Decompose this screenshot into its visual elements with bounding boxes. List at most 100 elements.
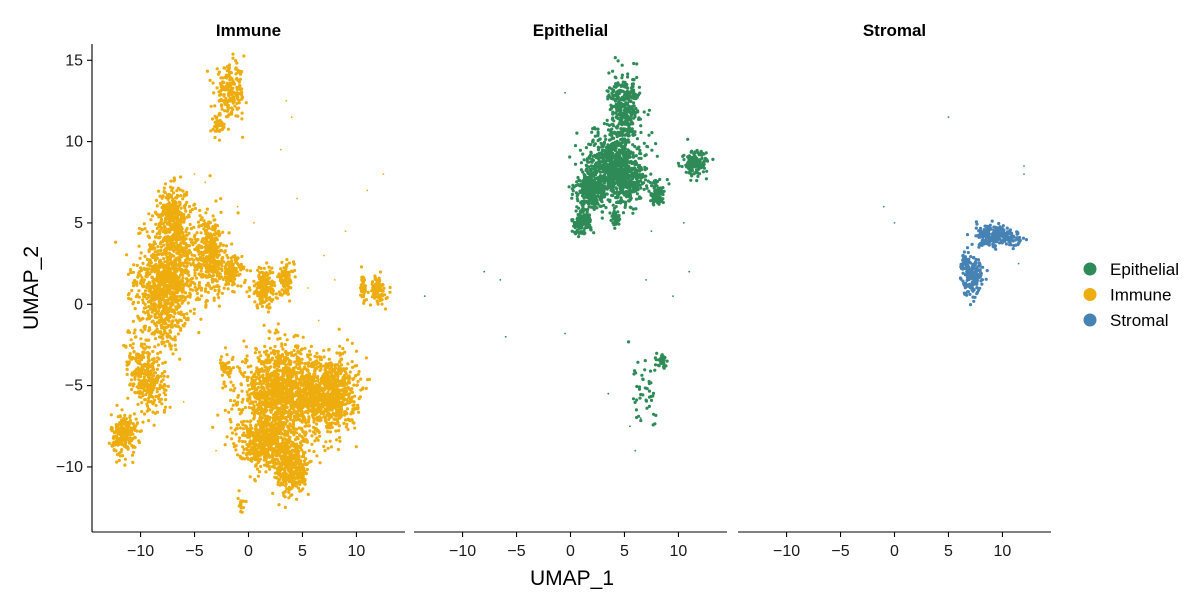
point — [123, 413, 127, 417]
point — [208, 174, 212, 178]
point — [147, 419, 151, 423]
point — [209, 274, 213, 278]
point — [155, 311, 159, 315]
point — [217, 296, 221, 300]
point — [139, 429, 143, 433]
point — [166, 309, 170, 313]
point — [288, 299, 292, 303]
point — [187, 231, 191, 235]
point — [125, 253, 129, 257]
point — [161, 336, 165, 341]
point — [264, 379, 268, 383]
point — [161, 333, 165, 337]
point — [225, 115, 229, 119]
point — [112, 448, 116, 452]
point — [120, 448, 124, 452]
point — [261, 379, 265, 383]
point — [240, 117, 244, 121]
point — [132, 284, 136, 288]
point — [131, 432, 135, 436]
point — [217, 304, 221, 308]
point — [158, 350, 163, 354]
point — [136, 300, 140, 305]
point — [193, 237, 197, 241]
point — [131, 281, 135, 285]
point — [196, 237, 200, 242]
point — [159, 287, 163, 291]
point — [205, 207, 209, 211]
point — [151, 252, 155, 256]
point — [131, 445, 135, 449]
point — [179, 319, 183, 323]
point — [142, 222, 146, 226]
point — [151, 349, 155, 354]
point — [141, 354, 145, 358]
point — [179, 220, 183, 224]
point — [145, 267, 149, 271]
point — [296, 416, 300, 420]
point — [253, 300, 257, 304]
point — [177, 256, 182, 260]
point — [197, 281, 202, 285]
point — [198, 251, 202, 255]
point — [157, 335, 162, 339]
point — [232, 267, 236, 271]
point — [162, 186, 166, 190]
point — [257, 402, 261, 406]
point — [163, 191, 167, 195]
point — [220, 104, 224, 108]
point — [259, 392, 263, 396]
cluster — [205, 52, 248, 139]
facet-panel-immune: Immune−10 −5 0 5 10 — [92, 21, 405, 560]
point — [169, 307, 173, 311]
point — [274, 406, 278, 410]
point — [307, 364, 311, 368]
point — [231, 403, 235, 407]
point — [159, 330, 163, 334]
point — [274, 401, 278, 405]
point — [110, 444, 114, 448]
cluster — [243, 261, 284, 314]
point — [254, 375, 258, 379]
point — [266, 280, 270, 285]
point — [180, 278, 184, 282]
point — [341, 347, 345, 351]
point — [163, 330, 167, 334]
point — [153, 264, 157, 268]
point — [165, 243, 169, 247]
point — [131, 460, 135, 464]
point — [214, 199, 218, 203]
point — [267, 265, 271, 269]
point — [252, 284, 256, 288]
point — [160, 309, 164, 314]
point — [170, 188, 174, 193]
point — [275, 396, 279, 401]
point — [235, 96, 239, 100]
point — [162, 408, 167, 412]
point — [118, 442, 122, 446]
point — [222, 286, 226, 290]
point — [114, 434, 119, 438]
point — [192, 307, 196, 311]
point — [209, 238, 213, 242]
point — [218, 118, 222, 123]
point — [226, 127, 230, 131]
point — [168, 247, 172, 251]
point — [210, 117, 215, 121]
point — [153, 398, 157, 402]
point — [281, 354, 285, 358]
point — [144, 373, 149, 377]
point — [258, 302, 263, 306]
point — [232, 100, 236, 104]
point — [155, 359, 159, 364]
point — [292, 427, 296, 431]
point — [170, 275, 174, 279]
point — [184, 244, 189, 248]
point — [147, 304, 151, 309]
point — [216, 413, 220, 417]
point — [146, 404, 150, 408]
point — [219, 275, 223, 279]
point — [140, 401, 144, 405]
point — [141, 280, 145, 285]
